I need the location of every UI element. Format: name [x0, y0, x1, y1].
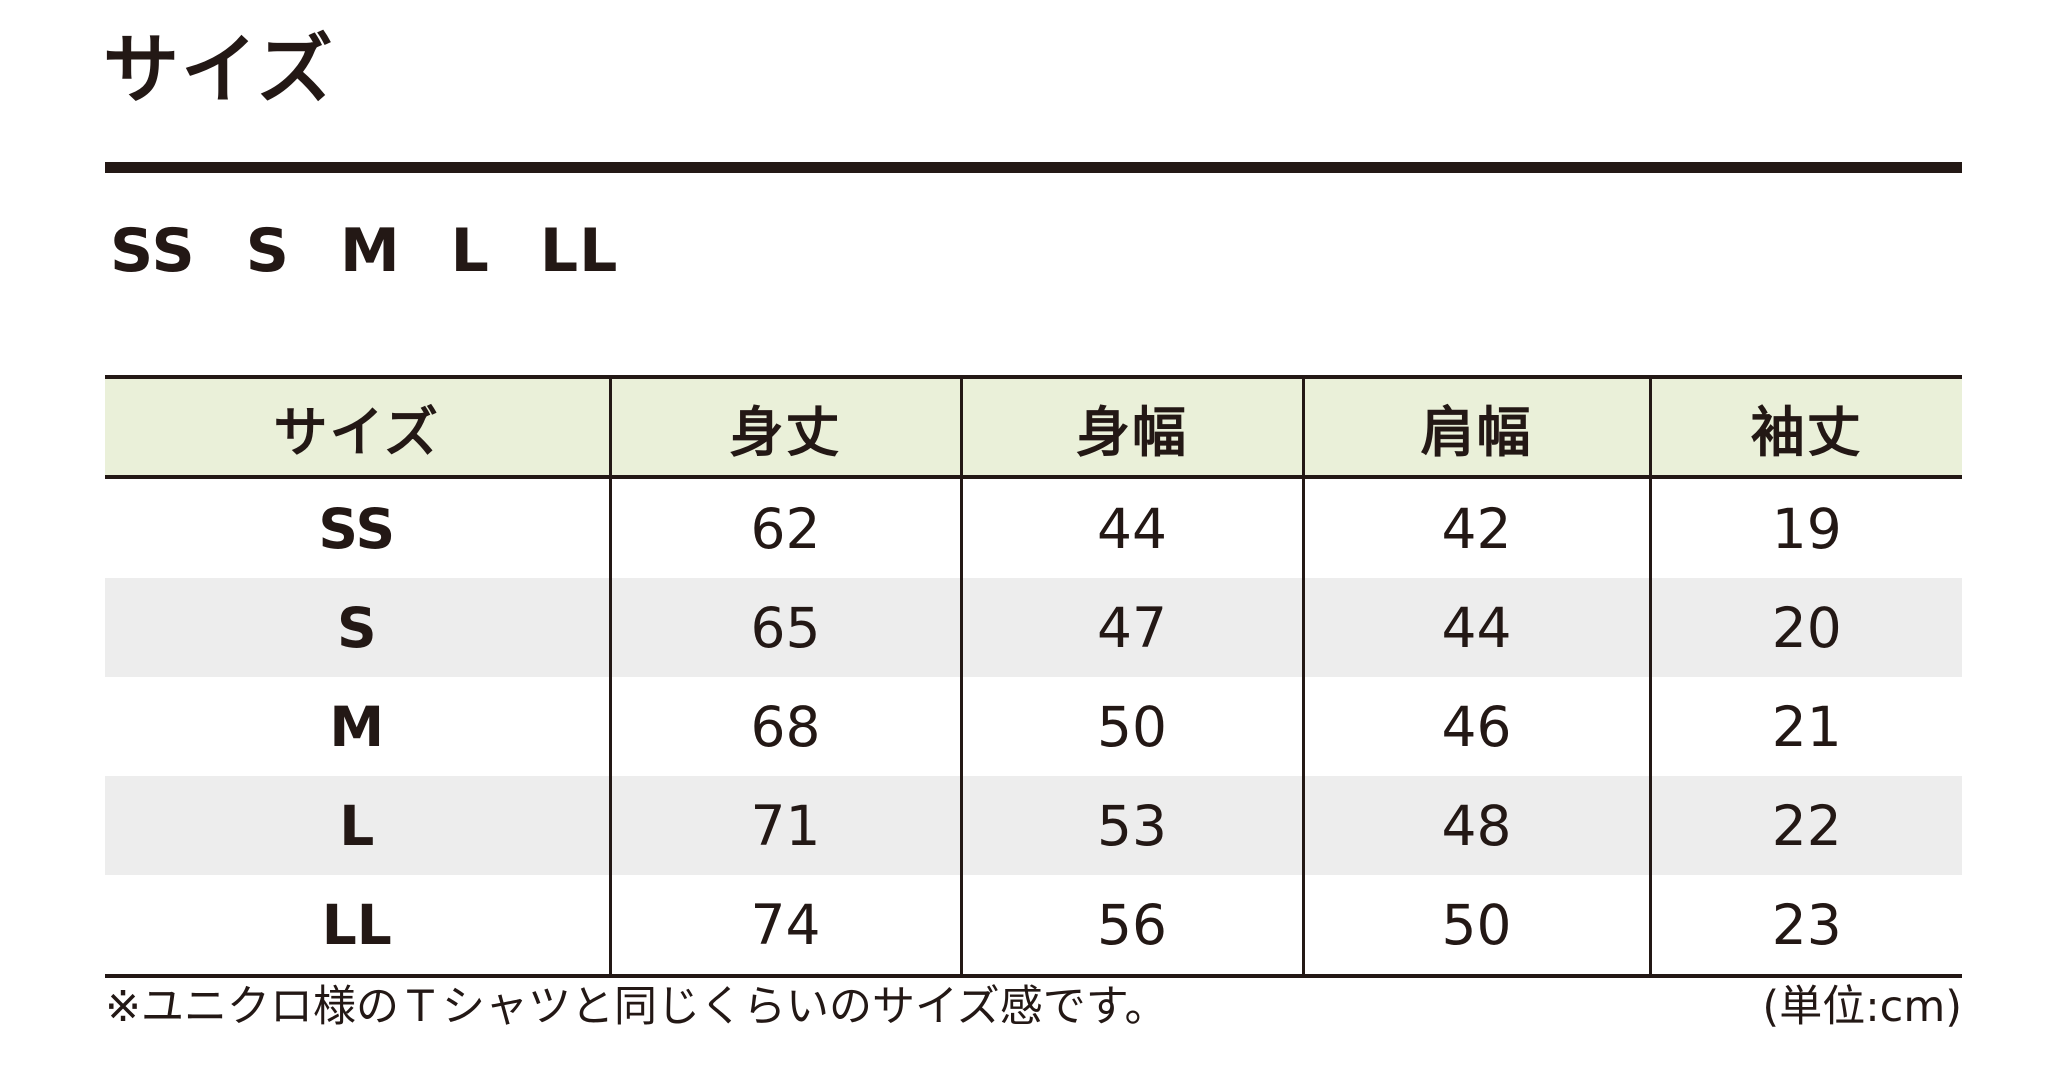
table-cell: 56: [959, 875, 1303, 978]
table-cell: 44: [959, 477, 1303, 578]
size-option-ss: SS: [110, 216, 196, 286]
size-option-s: S: [245, 216, 290, 286]
table-cell: 53: [959, 776, 1303, 875]
table-cell: 50: [1301, 875, 1650, 978]
table-cell: 46: [1301, 677, 1650, 776]
size-table: サイズ 身丈 身幅 肩幅 袖丈 SS 62 44 42 19 S 65 47 4…: [105, 375, 1962, 978]
table-cell: 44: [1301, 578, 1650, 677]
table-cell: 23: [1648, 875, 1962, 978]
column-header-size: サイズ: [105, 375, 610, 479]
table-row-ss: SS 62 44 42 19: [105, 477, 1962, 578]
footer: ※ユニクロ様のＴシャツと同じくらいのサイズ感です。 (単位:cm): [105, 982, 1962, 1034]
row-label: SS: [318, 496, 396, 561]
page-title: サイズ: [103, 25, 335, 114]
unit-label: (単位:cm): [1762, 982, 1962, 1032]
column-header-sleeve-length: 袖丈: [1648, 375, 1962, 479]
table-cell: 65: [608, 578, 961, 677]
row-label: M: [329, 694, 385, 759]
title-divider: [105, 162, 1962, 173]
size-option-m: M: [339, 216, 401, 286]
table-cell: 74: [608, 875, 961, 978]
table-cell: 47: [959, 578, 1303, 677]
size-option-l: L: [450, 216, 490, 286]
table-cell: 68: [608, 677, 961, 776]
table-cell: 19: [1648, 477, 1962, 578]
column-header-body-length: 身丈: [608, 375, 961, 479]
row-label: LL: [105, 875, 610, 978]
table-cell: 50: [959, 677, 1303, 776]
table-row-ll: LL 74 56 50 23: [105, 875, 1962, 978]
footer-note: ※ユニクロ様のＴシャツと同じくらいのサイズ感です。: [105, 982, 1168, 1032]
table-cell: 20: [1648, 578, 1962, 677]
table-cell: 42: [1301, 477, 1650, 578]
row-label: L: [339, 793, 375, 858]
table-cell: 48: [1301, 776, 1650, 875]
table-row-s: S 65 47 44 20: [105, 578, 1962, 677]
row-label: S: [336, 595, 377, 660]
column-header-body-width: 身幅: [959, 375, 1303, 479]
table-row-l: L 71 53 48 22: [105, 776, 1962, 875]
table-cell: 21: [1648, 677, 1962, 776]
size-options-line: SS S M L LL: [110, 220, 618, 283]
table-cell: 62: [608, 477, 961, 578]
table-cell: 22: [1648, 776, 1962, 875]
table-cell: 71: [608, 776, 961, 875]
table-header-row: サイズ 身丈 身幅 肩幅 袖丈: [105, 375, 1962, 479]
size-option-ll: LL: [539, 216, 619, 286]
column-header-shoulder-width: 肩幅: [1301, 375, 1650, 479]
table-row-m: M 68 50 46 21: [105, 677, 1962, 776]
